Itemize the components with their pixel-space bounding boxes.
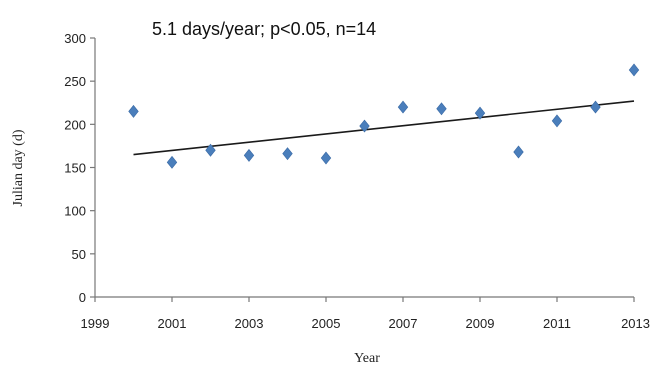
y-tick-label: 250: [64, 74, 86, 89]
y-tick-label: 300: [64, 31, 86, 46]
data-point: [243, 148, 255, 162]
x-tick-label: 2001: [158, 316, 187, 331]
trendline-layer: [133, 100, 635, 156]
y-tick-label: 200: [64, 117, 86, 132]
data-point: [166, 155, 178, 169]
x-tick-label: 2007: [389, 316, 418, 331]
x-tick-label: 2011: [543, 316, 571, 331]
data-point: [628, 63, 640, 77]
x-tick-label: 2009: [466, 316, 495, 331]
data-point: [282, 147, 293, 161]
y-tick-label: 150: [64, 161, 86, 176]
data-point: [513, 145, 524, 159]
x-axis-title: Year: [354, 351, 380, 366]
data-points: [128, 63, 640, 169]
y-tick-label: 50: [72, 247, 86, 262]
data-point: [551, 114, 563, 128]
data-point: [359, 119, 370, 133]
y-tick-label: 100: [64, 204, 86, 219]
trendline: [133, 100, 635, 156]
y-axis-title: Julian day (d): [11, 129, 26, 206]
chart-title: 5.1 days/year; p<0.05, n=14: [152, 19, 376, 39]
x-tick-label: 2013: [621, 316, 650, 331]
data-point: [397, 100, 409, 114]
data-point: [436, 102, 447, 116]
y-tick-label: 0: [79, 290, 86, 305]
data-point: [128, 104, 139, 118]
x-tick-label: 2005: [312, 316, 341, 331]
axes: 0 50 100 150 200 250 300 1999 2001 2003 2005 2007 20…: [64, 31, 650, 331]
data-point: [590, 100, 601, 114]
data-point: [320, 151, 332, 165]
x-tick-label: 1999: [81, 316, 110, 331]
data-point: [474, 106, 486, 120]
data-point: [205, 143, 216, 157]
x-tick-label: 2003: [235, 316, 264, 331]
